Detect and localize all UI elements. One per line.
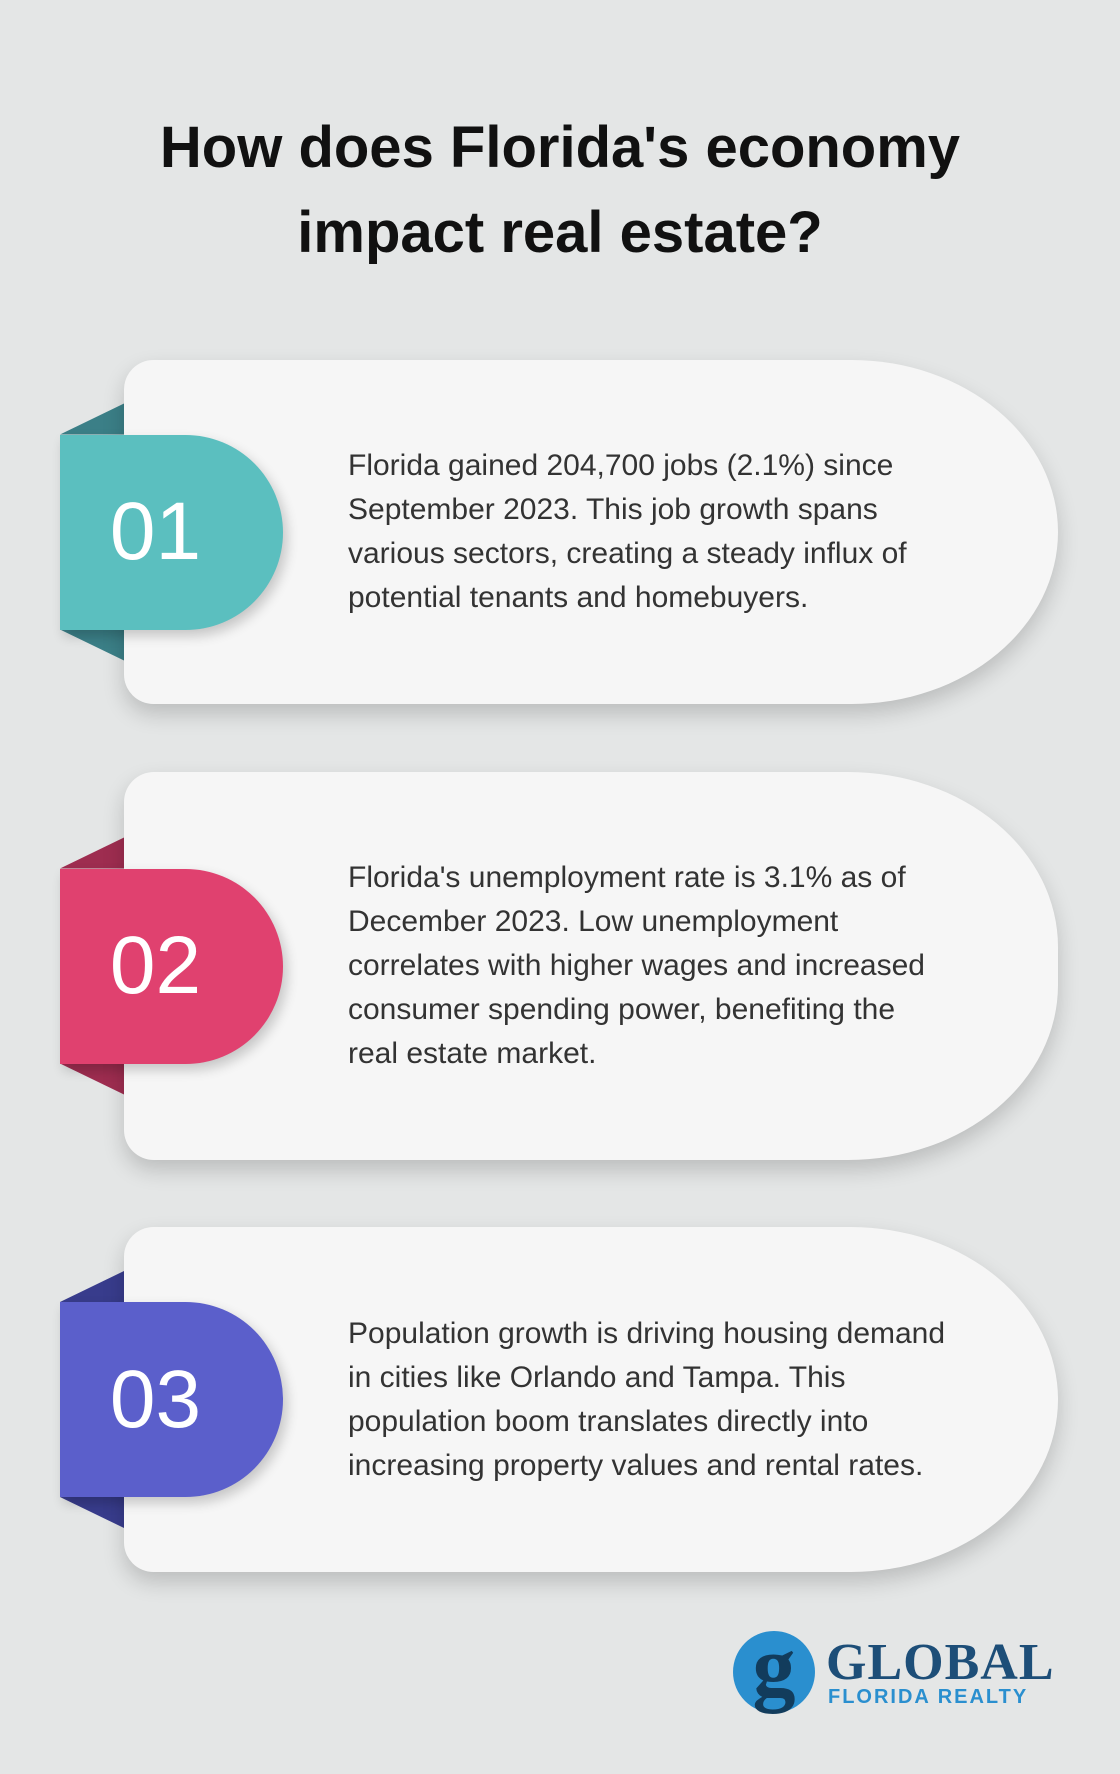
logo-brand: GLOBAL [826,1634,1055,1691]
fold [60,629,124,661]
logo-tagline: FLORIDA REALTY [828,1686,1029,1708]
card-text: Florida gained 204,700 jobs (2.1%) since… [348,449,907,614]
fold [60,403,124,435]
fold [60,1497,124,1528]
card-text: Florida's unemployment rate is 3.1% as o… [348,861,925,1070]
badge-number: 02 [60,868,283,1064]
fold [60,1063,124,1095]
logo-mark: g [733,1623,815,1713]
badge-number: 03 [60,1302,283,1497]
card-text: Population growth is driving housing dem… [348,1316,946,1482]
title: How does Florida's economy impact real e… [159,115,961,265]
fold [60,1271,124,1302]
fold [60,837,124,869]
badge-number: 01 [60,434,283,630]
